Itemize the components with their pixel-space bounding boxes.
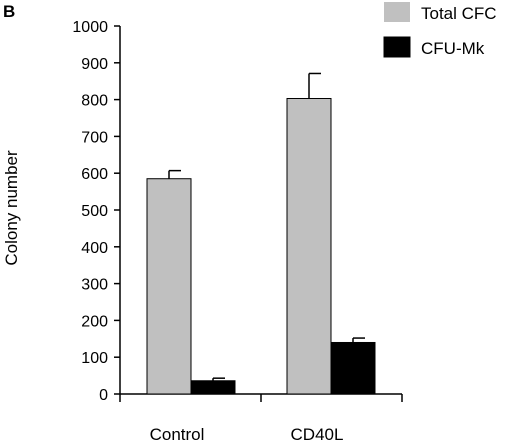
- y-tick-label: 600: [81, 166, 108, 183]
- y-tick-label: 500: [81, 203, 108, 220]
- legend-label: Total CFC: [421, 4, 497, 23]
- panel-label: B: [3, 2, 15, 21]
- bar: [146, 178, 192, 395]
- y-axis-title: Colony number: [2, 150, 21, 266]
- y-tick-label: 400: [81, 240, 108, 257]
- legend-label: CFU-Mk: [421, 39, 485, 58]
- legend-swatch: [384, 2, 410, 22]
- y-tick-label: 300: [81, 277, 108, 294]
- y-tick-label: 100: [81, 350, 108, 367]
- x-category-label: CD40L: [291, 425, 344, 443]
- y-tick-labels: 0 100 200 300 400 500 600 700 800 900 1000: [72, 19, 108, 404]
- bar: [286, 97, 332, 395]
- y-tick-label: 0: [99, 387, 108, 404]
- legend: Total CFC CFU-Mk: [383, 2, 497, 58]
- bars: [146, 97, 376, 395]
- category-labels: Control CD40L: [150, 425, 344, 444]
- legend-swatch: [383, 36, 411, 58]
- y-tick-label: 800: [81, 93, 108, 110]
- bar: [330, 341, 376, 395]
- y-tick-label: 1000: [72, 19, 108, 36]
- x-category-label: Control: [150, 425, 205, 443]
- y-tick-label: 200: [81, 313, 108, 330]
- y-tick-label: 700: [81, 129, 108, 146]
- error-bars: [168, 72, 365, 381]
- y-tick-label: 900: [81, 56, 108, 73]
- bar: [190, 380, 236, 395]
